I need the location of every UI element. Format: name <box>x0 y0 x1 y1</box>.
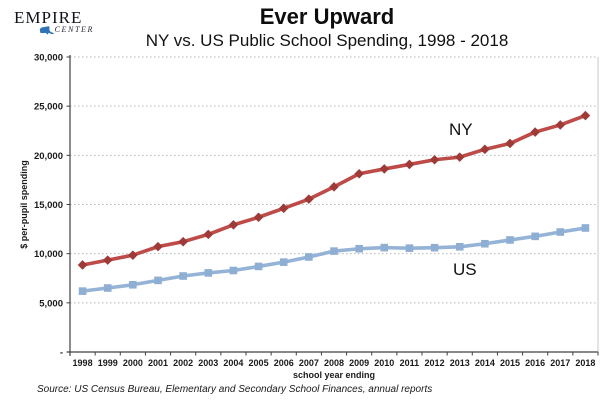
us-data-point <box>179 272 187 280</box>
ny-data-point <box>228 220 239 230</box>
x-tick-label: 2006 <box>274 358 294 368</box>
ny-data-point <box>77 260 88 270</box>
ny-data-point <box>329 182 339 192</box>
ny-data-point <box>178 236 188 247</box>
y-tick-label: 5,000 <box>39 298 63 309</box>
us-data-point <box>455 242 464 251</box>
ny-data-point <box>404 159 415 170</box>
chart-title: Ever Upward <box>259 4 395 29</box>
us-data-point <box>229 266 238 275</box>
us-data-point <box>103 284 112 292</box>
ny-data-point <box>253 212 264 223</box>
x-tick-label: 2012 <box>425 358 445 368</box>
x-tick-label: 2000 <box>123 358 143 368</box>
us-data-point <box>330 247 338 255</box>
x-tick-label: 2011 <box>400 358 420 368</box>
logo-subline: CENTER <box>14 25 100 35</box>
ny-data-point <box>429 154 440 165</box>
x-tick-label: 2013 <box>450 358 470 368</box>
y-axis-title: $ per-pupil spending <box>19 160 29 249</box>
chart-header: Ever Upward NY vs. US Public School Spen… <box>38 4 616 51</box>
us-data-point <box>305 253 313 261</box>
new-york-state-icon <box>39 26 54 35</box>
us-data-point <box>405 244 414 252</box>
ny-data-point <box>555 120 566 130</box>
x-tick-label: 2007 <box>299 358 319 368</box>
us-data-point <box>279 258 288 266</box>
us-data-point <box>154 276 162 285</box>
ny-data-point <box>203 229 214 240</box>
us-data-point <box>254 262 263 271</box>
y-tick-label: 20,000 <box>34 151 63 162</box>
y-tick-label: 15,000 <box>34 200 63 211</box>
us-data-point <box>129 280 137 289</box>
x-tick-label: 2003 <box>198 358 218 368</box>
y-tick-label: 25,000 <box>34 102 63 113</box>
x-tick-label: 2017 <box>550 358 570 368</box>
ny-data-point <box>278 203 289 214</box>
empire-center-logo: EMPIRE CENTER <box>14 9 100 35</box>
us-series-label: US <box>453 260 477 279</box>
x-tick-label: 2018 <box>575 358 595 368</box>
us-data-point <box>506 236 514 244</box>
x-tick-label: 2009 <box>349 358 369 368</box>
ny-data-point <box>480 144 490 155</box>
x-tick-label: 2005 <box>249 358 269 368</box>
ny-data-point <box>580 110 591 121</box>
ny-data-point <box>102 255 113 265</box>
x-tick-label: 1998 <box>73 358 93 368</box>
x-tick-label: 2016 <box>525 358 545 368</box>
ny-data-point <box>505 138 515 149</box>
ny-data-point <box>304 194 314 204</box>
x-tick-label: 2014 <box>475 358 495 368</box>
ny-data-point <box>454 152 465 162</box>
us-data-point <box>581 224 590 232</box>
us-data-point <box>556 228 565 236</box>
x-axis-title: school year ending <box>293 370 375 380</box>
logo-wordmark-empire: EMPIRE <box>14 8 83 27</box>
x-tick-label: 2001 <box>148 358 168 368</box>
y-tick-label: - <box>60 348 63 359</box>
x-tick-label: 1999 <box>98 358 118 368</box>
ny-data-point <box>354 168 364 179</box>
us-data-point <box>355 244 363 253</box>
chart-subtitle: NY vs. US Public School Spending, 1998 -… <box>145 31 509 51</box>
us-data-point <box>531 232 539 241</box>
y-tick-label: 30,000 <box>34 53 63 64</box>
ny-series-label: NY <box>449 120 473 139</box>
us-data-point <box>430 243 439 252</box>
logo-wordmark-center: CENTER <box>54 25 94 34</box>
ny-data-point <box>379 164 390 174</box>
x-tick-label: 2015 <box>500 358 520 368</box>
ny-data-point <box>153 241 163 252</box>
source-note: Source: US Census Bureau, Elementary and… <box>37 384 433 395</box>
x-tick-label: 2004 <box>223 358 243 368</box>
us-data-point <box>380 243 389 252</box>
x-tick-label: 2008 <box>324 358 344 368</box>
y-tick-label: 10,000 <box>34 249 63 260</box>
us-data-point <box>78 287 87 295</box>
x-tick-label: 2010 <box>374 358 394 368</box>
ny-data-point <box>530 127 540 137</box>
x-tick-label: 2002 <box>173 358 193 368</box>
us-data-point <box>481 239 489 248</box>
ny-data-point <box>128 250 138 260</box>
us-data-point <box>204 269 213 277</box>
